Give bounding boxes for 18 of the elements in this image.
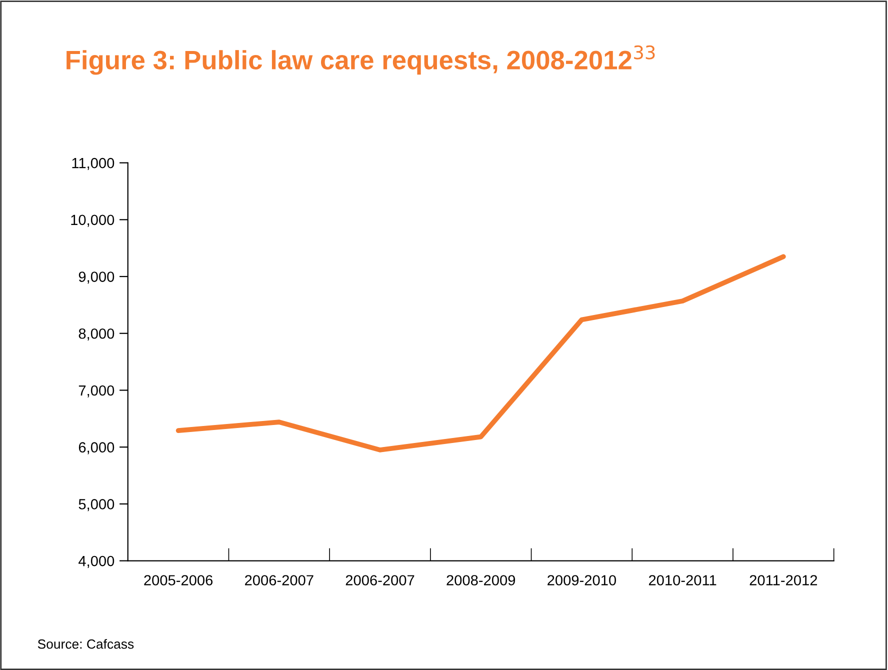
y-tick-label: 6,000 [78, 442, 114, 454]
chart-title: Figure 3: Public law care requests, 2008-2012$^{33}$ [66, 45, 655, 75]
y-tick-label: 11,000 [72, 158, 114, 170]
x-tick-label: 2009-2010 [548, 575, 616, 586]
x-tick-label: 2006-2007 [245, 575, 314, 586]
line-series [176, 254, 786, 452]
y-tick-label: 9,000 [78, 272, 114, 284]
x-tick-label: 2008-2009 [446, 575, 516, 586]
source-note: Source: Cafcass [38, 639, 134, 649]
x-tick-label: 2011-2012 [750, 575, 818, 586]
y-tick-label: 4,000 [78, 556, 114, 568]
x-tick-label: 2005-2006 [144, 575, 213, 586]
x-tick-label: 2010-2011 [648, 575, 716, 586]
x-tick-label: 2006-2007 [346, 575, 414, 586]
y-tick-label: 8,000 [78, 328, 114, 341]
y-tick-label: 7,000 [78, 385, 114, 398]
y-tick-label: 10,000 [71, 214, 114, 227]
y-tick-label: 5,000 [78, 499, 114, 512]
